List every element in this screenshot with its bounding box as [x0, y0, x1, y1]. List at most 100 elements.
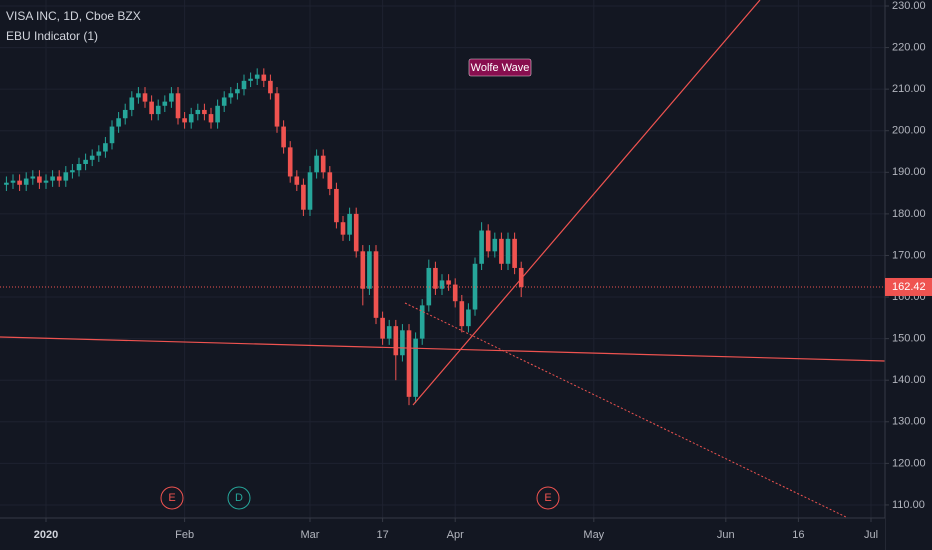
candle-body	[268, 80, 273, 94]
candle-body	[109, 126, 115, 144]
candle-body	[287, 147, 293, 177]
x-tick-label: 2020	[34, 529, 58, 541]
y-tick-label: 200.00	[892, 125, 926, 137]
candle-body	[195, 109, 201, 115]
candle-body	[142, 93, 148, 102]
candle-body	[307, 172, 313, 210]
y-tick-label: 180.00	[892, 208, 926, 220]
candle-body	[182, 118, 187, 123]
time-axis	[0, 518, 885, 550]
candle-body	[17, 180, 22, 185]
candle-body	[426, 267, 432, 306]
last-price-box	[885, 277, 932, 296]
candle-body	[466, 309, 471, 327]
candle-body	[479, 230, 484, 264]
candle-body	[261, 74, 267, 81]
candle-body	[485, 230, 491, 252]
candle-body	[169, 93, 174, 102]
candle-body	[400, 330, 405, 356]
candles	[0, 68, 885, 406]
y-tick-label: 170.00	[892, 249, 926, 261]
candle-body	[149, 101, 154, 115]
y-tick-label: 210.00	[892, 83, 926, 95]
candle-body	[122, 109, 128, 119]
y-tick-label: 230.00	[892, 0, 926, 12]
candle-body	[248, 78, 253, 81]
candle-body	[241, 80, 247, 90]
candle-body	[294, 176, 300, 185]
candle-body	[37, 176, 42, 183]
candle-body	[380, 317, 385, 339]
candle-body	[446, 280, 451, 285]
event-marker[interactable]	[536, 486, 560, 510]
y-tick-label: 220.00	[892, 41, 926, 53]
x-tick-label: Mar	[301, 529, 320, 541]
candle-body	[518, 267, 524, 287]
candle-body	[235, 89, 240, 94]
candle-body	[202, 109, 207, 115]
candle-body	[103, 143, 108, 152]
event-marker[interactable]	[160, 486, 184, 510]
candle-body	[281, 126, 286, 148]
event-label[interactable]: E	[168, 492, 175, 504]
annotation: Wolfe Wave	[471, 62, 530, 74]
candle-body	[433, 267, 438, 289]
candle-body	[327, 172, 333, 189]
trend-line	[412, 0, 761, 406]
candle-body	[221, 97, 227, 106]
candle-body	[76, 163, 82, 171]
price-axis	[885, 0, 932, 550]
candle-body	[10, 180, 16, 183]
candle-body	[254, 74, 260, 79]
candle-body	[274, 93, 280, 127]
event-label[interactable]: E	[544, 492, 551, 504]
candle-body	[155, 105, 161, 115]
candle-body	[4, 182, 9, 185]
x-tick-label: Apr	[447, 529, 464, 541]
candle-body	[215, 105, 220, 123]
candle-body	[334, 188, 339, 223]
y-tick-label: 120.00	[892, 457, 926, 469]
annotation-box	[468, 58, 532, 77]
y-tick-label: 140.00	[892, 374, 926, 386]
candle-body	[116, 118, 121, 127]
x-tick-label: May	[583, 529, 604, 541]
candle-body	[406, 330, 412, 397]
grid	[0, 0, 885, 518]
candle-body	[439, 280, 445, 289]
candle-body	[129, 97, 135, 110]
candle-body	[50, 176, 55, 181]
axes: 110.00120.00130.00140.00150.00160.00170.…	[34, 0, 932, 541]
candle-body	[56, 176, 62, 181]
candle-body	[63, 172, 69, 181]
candle-body	[459, 301, 465, 327]
candle-body	[347, 213, 352, 235]
candle-body	[413, 338, 418, 397]
candle-body	[505, 238, 511, 264]
candle-body	[83, 159, 88, 164]
trend-line	[0, 336, 886, 362]
candle-body	[340, 222, 346, 235]
candle-body	[419, 305, 425, 339]
candle-body	[208, 114, 214, 123]
candle-body	[472, 263, 478, 310]
event-label[interactable]: D	[235, 492, 243, 504]
event-marker[interactable]	[227, 486, 251, 510]
x-tick-label: Jun	[717, 529, 735, 541]
candle-body	[70, 170, 75, 173]
candle-body	[228, 93, 234, 98]
candle-body	[353, 213, 359, 252]
candle-body	[136, 93, 141, 98]
candle-body	[30, 176, 36, 179]
x-tick-label: Feb	[175, 529, 194, 541]
candle-body	[23, 178, 29, 185]
candle-body	[162, 101, 168, 106]
chart-title: VISA INC, 1D, Cboe BZX	[6, 9, 141, 23]
candle-body	[512, 238, 517, 268]
candle-body	[301, 184, 306, 210]
x-tick-label: Jul	[864, 529, 878, 541]
y-tick-label: 150.00	[892, 333, 926, 345]
y-tick-label: 110.00	[892, 499, 925, 511]
candle-body	[96, 151, 102, 156]
